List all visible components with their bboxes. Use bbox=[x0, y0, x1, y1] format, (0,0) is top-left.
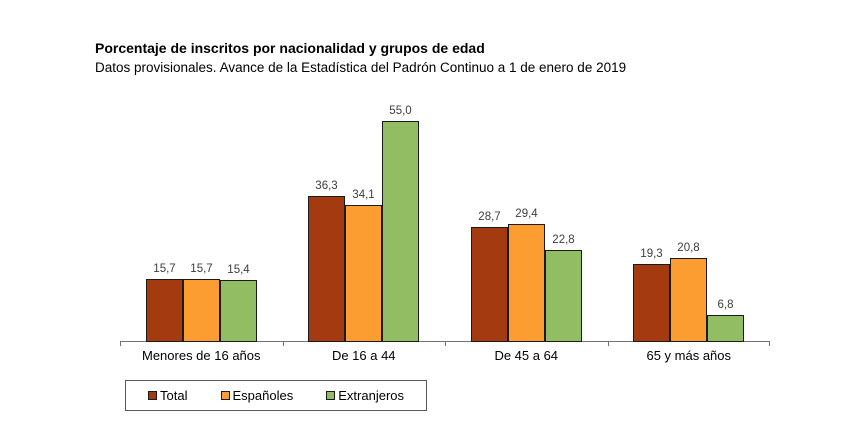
category-label-0: Menores de 16 años bbox=[141, 348, 261, 363]
legend-item-extranjeros: Extranjeros bbox=[326, 388, 404, 403]
bar-total-1 bbox=[308, 196, 345, 342]
bar-value-label: 22,8 bbox=[552, 234, 575, 246]
bar-value-label: 6,8 bbox=[717, 299, 734, 311]
legend-item-españoles: Españoles bbox=[220, 388, 294, 403]
bar-extranjeros-0 bbox=[220, 280, 257, 342]
bar-value-label: 15,4 bbox=[227, 264, 250, 276]
bar-value-label: 15,7 bbox=[190, 263, 213, 275]
bar-value-label: 36,3 bbox=[315, 180, 338, 192]
category-label-1: De 16 a 44 bbox=[331, 348, 396, 363]
bar-extranjeros-2 bbox=[545, 250, 582, 342]
bar-value-label: 29,4 bbox=[515, 208, 538, 220]
x-axis-tick bbox=[769, 342, 770, 346]
bar-value-label: 19,3 bbox=[640, 248, 663, 260]
plot-area: 15,7 15,7 15,4 Menores de 16 años 36,3 34,1 55… bbox=[120, 92, 770, 363]
bar-value-label: 28,7 bbox=[478, 211, 501, 223]
bar-value-label: 34,1 bbox=[352, 189, 375, 201]
legend-swatch-icon bbox=[326, 391, 336, 400]
x-axis-tick bbox=[283, 342, 284, 346]
chart-title: Porcentaje de inscritos por nacionalidad… bbox=[95, 40, 485, 56]
bar-total-2 bbox=[471, 227, 508, 342]
bar-extranjeros-1 bbox=[382, 121, 419, 342]
bar-españoles-2 bbox=[508, 224, 545, 342]
x-axis-tick bbox=[120, 342, 121, 346]
legend-swatch-icon bbox=[148, 391, 157, 400]
x-axis-tick bbox=[608, 342, 609, 346]
bar-value-label: 20,8 bbox=[677, 242, 700, 254]
bar-españoles-0 bbox=[183, 279, 220, 342]
x-axis-tick bbox=[445, 342, 446, 346]
category-label-2: De 45 a 64 bbox=[494, 348, 559, 363]
bar-value-label: 15,7 bbox=[153, 263, 176, 275]
x-axis-line bbox=[120, 341, 770, 342]
bar-total-0 bbox=[146, 279, 183, 342]
bar-españoles-3 bbox=[670, 258, 707, 342]
bar-value-label: 55,0 bbox=[389, 105, 412, 117]
chart-subtitle: Datos provisionales. Avance de la Estadí… bbox=[95, 60, 627, 75]
bar-extranjeros-3 bbox=[707, 315, 744, 342]
legend-label: Extranjeros bbox=[338, 388, 404, 403]
legend-item-total: Total bbox=[148, 388, 187, 403]
bar-españoles-1 bbox=[345, 205, 382, 342]
legend-label: Españoles bbox=[232, 388, 294, 403]
legend: Total Españoles Extranjeros bbox=[125, 380, 427, 411]
legend-swatch-icon bbox=[220, 391, 230, 400]
category-label-3: 65 y más años bbox=[646, 348, 732, 363]
bar-total-3 bbox=[633, 264, 670, 342]
legend-label: Total bbox=[160, 388, 188, 403]
